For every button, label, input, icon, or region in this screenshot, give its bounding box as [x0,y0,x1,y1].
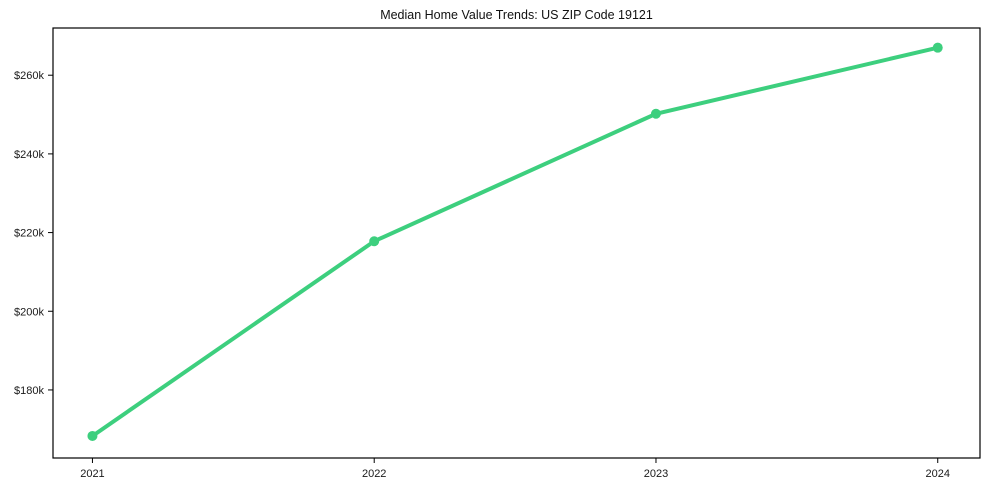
series-line [90,45,940,438]
y-tick-label: $180k [14,385,44,397]
data-point-2021 [87,430,98,441]
y-tick-label: $220k [14,228,44,240]
data-point-2024 [932,42,943,53]
x-tick-label: 2023 [644,468,668,480]
data-point-2022 [369,236,380,247]
x-tick-label: 2022 [362,468,386,480]
x-tick-label: 2024 [925,468,949,480]
plot-border [52,27,981,459]
y-tick-label: $260k [14,70,44,82]
data-point-2023 [650,108,661,119]
y-tick-label: $200k [14,306,44,318]
x-tick-label: 2021 [80,468,104,480]
y-tick-label: $240k [14,149,44,161]
chart-title: Median Home Value Trends: US ZIP Code 19… [380,8,653,22]
